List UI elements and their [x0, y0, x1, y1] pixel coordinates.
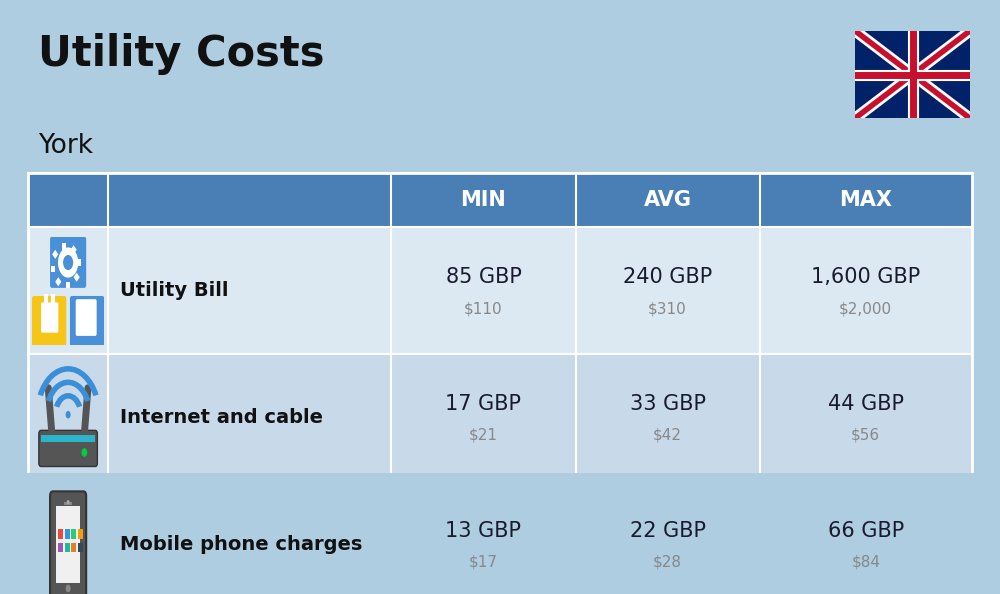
Bar: [28, 227, 972, 354]
Text: 22 GBP: 22 GBP: [630, 521, 706, 541]
Bar: [28, 354, 972, 481]
Text: 44 GBP: 44 GBP: [828, 394, 904, 414]
Bar: [28, 173, 972, 227]
Text: $42: $42: [653, 428, 682, 443]
Text: $56: $56: [851, 428, 880, 443]
Text: $2,000: $2,000: [839, 301, 892, 316]
Text: Internet and cable: Internet and cable: [120, 408, 323, 427]
Text: $310: $310: [648, 301, 687, 316]
Text: 13 GBP: 13 GBP: [445, 521, 521, 541]
Text: MIN: MIN: [461, 190, 506, 210]
Text: AVG: AVG: [644, 190, 692, 210]
Text: 33 GBP: 33 GBP: [630, 394, 706, 414]
Text: Mobile phone charges: Mobile phone charges: [120, 535, 363, 554]
Text: 240 GBP: 240 GBP: [623, 267, 712, 287]
Text: 17 GBP: 17 GBP: [445, 394, 521, 414]
Text: $84: $84: [851, 555, 880, 570]
Text: MAX: MAX: [839, 190, 892, 210]
Text: Utility Costs: Utility Costs: [38, 33, 324, 75]
Text: 85 GBP: 85 GBP: [446, 267, 521, 287]
Text: York: York: [38, 132, 93, 159]
Text: $21: $21: [469, 428, 498, 443]
Text: 1,600 GBP: 1,600 GBP: [811, 267, 920, 287]
Text: $17: $17: [469, 555, 498, 570]
Text: $28: $28: [653, 555, 682, 570]
Text: $110: $110: [464, 301, 503, 316]
Bar: [28, 481, 972, 594]
Text: 66 GBP: 66 GBP: [828, 521, 904, 541]
Text: Utility Bill: Utility Bill: [120, 281, 229, 300]
